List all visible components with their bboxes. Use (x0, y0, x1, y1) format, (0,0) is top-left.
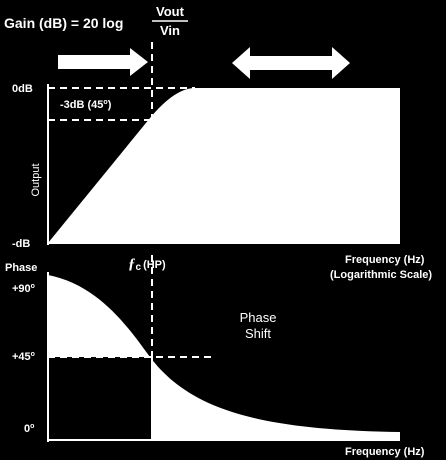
fc-symbol: ƒ (128, 256, 136, 272)
tick-text: +90 (12, 283, 31, 295)
gain-area (48, 88, 400, 243)
numerator: Vout (156, 4, 185, 19)
phase-tick: 0o (24, 423, 34, 435)
tick-sup: o (31, 283, 35, 290)
fc-sub: c (136, 262, 142, 273)
cutoff-text: -3dB (45 (60, 99, 103, 111)
cutoff-close: ) (108, 99, 112, 111)
title: Gain (dB) = 20 log (4, 15, 123, 31)
tick-text: +45 (12, 351, 31, 363)
annotation: Shift (245, 326, 271, 341)
phase-y-label: Phase (5, 262, 37, 274)
zero-db-label: 0dB (12, 83, 33, 95)
tick-sup: o (31, 351, 35, 358)
double-arrow (232, 47, 350, 79)
phase-x-label: Frequency (Hz) (345, 446, 425, 458)
fc-text: (HP) (143, 259, 166, 271)
tick-sup: o (30, 423, 34, 430)
right-arrow (58, 48, 148, 76)
phase-box (48, 357, 151, 440)
cutoff-sup: o (103, 99, 107, 106)
x-scale-label: (Logarithmic Scale) (330, 269, 432, 281)
annotation: Phase (240, 310, 277, 325)
fc-label: ƒc (HP) (128, 256, 166, 273)
tick-text: 0 (24, 423, 30, 435)
y-axis-label: Output (30, 163, 42, 196)
cutoff-label: -3dB (45o) (60, 99, 112, 111)
denominator: Vin (160, 23, 180, 38)
phase-tick: +45o (12, 351, 35, 363)
x-axis-label: Frequency (Hz) (345, 254, 425, 266)
phase-tick: +90o (12, 283, 35, 295)
minus-db-label: -dB (12, 238, 30, 250)
